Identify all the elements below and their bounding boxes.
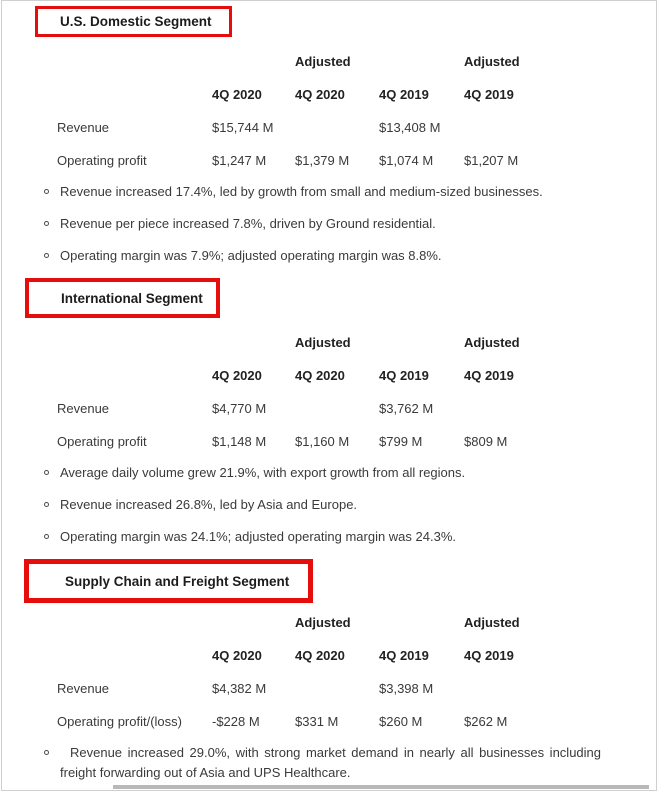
table-row: Adjusted Adjusted [57, 45, 559, 78]
bullet-text: Operating margin was 7.9%; adjusted oper… [60, 248, 442, 263]
bullet-text: Revenue increased 26.8%, led by Asia and… [60, 497, 358, 512]
cell-value: $262 M [464, 714, 508, 729]
cell-value: $1,247 M [212, 153, 267, 168]
cell-value: -$228 M [212, 714, 260, 729]
cell-value [464, 392, 559, 425]
cell-value: $331 M [295, 714, 339, 729]
segment-title: Supply Chain and Freight Segment [65, 573, 290, 589]
bullet-circle-icon [44, 470, 49, 475]
row-label: Operating profit [57, 153, 147, 168]
bullet-list: Revenue increased 17.4%, led by growth f… [2, 182, 656, 266]
cell-value: $1,074 M [379, 153, 434, 168]
cell-value: $1,379 M [295, 153, 350, 168]
col-header-quarter: 4Q 2019 [379, 368, 429, 383]
bullet-item: Average daily volume grew 21.9%, with ex… [44, 463, 601, 483]
bullet-item: Revenue per piece increased 7.8%, driven… [44, 214, 601, 234]
cutoff-next-element-edge [113, 785, 649, 789]
col-header-quarter: 4Q 2019 [464, 368, 514, 383]
cell-value: $15,744 M [212, 120, 274, 135]
table-row: Adjusted Adjusted [57, 326, 559, 359]
row-label: Revenue [57, 120, 110, 135]
financial-table: Adjusted Adjusted 4Q 2020 4Q 2020 4Q 201… [57, 326, 559, 458]
table-row: Revenue $4,770 M $3,762 M [57, 392, 559, 425]
col-header-adjusted: Adjusted [295, 335, 351, 350]
col-header-adjusted: Adjusted [295, 615, 351, 630]
cell-value: $809 M [464, 434, 508, 449]
cell-value: $1,160 M [295, 434, 350, 449]
table-row: 4Q 2020 4Q 2020 4Q 2019 4Q 2019 [57, 359, 559, 392]
bullet-item: Revenue increased 26.8%, led by Asia and… [44, 495, 601, 515]
row-label: Operating profit [57, 434, 147, 449]
segment-title-box: International Segment [25, 278, 220, 318]
table-row: Revenue $15,744 M $13,408 M [57, 111, 559, 144]
bullet-text: Revenue per piece increased 7.8%, driven… [60, 216, 436, 231]
bullet-item: Revenue increased 29.0%, with strong mar… [44, 743, 601, 783]
table-row: Adjusted Adjusted [57, 606, 559, 639]
cell-value [295, 111, 379, 144]
cell-value [464, 672, 559, 705]
row-label: Revenue [57, 401, 110, 416]
cell-value [295, 392, 379, 425]
col-header-adjusted: Adjusted [464, 615, 520, 630]
col-header-adjusted: Adjusted [295, 54, 351, 69]
segment-title: International Segment [61, 290, 203, 306]
cell-value: $1,207 M [464, 153, 519, 168]
col-header-quarter: 4Q 2020 [212, 87, 262, 102]
col-header-quarter: 4Q 2020 [212, 368, 262, 383]
segment-section-supply-chain: Supply Chain and Freight Segment Adjuste… [2, 559, 656, 790]
segment-section-us-domestic: U.S. Domestic Segment Adjusted Adjusted … [2, 6, 656, 266]
bullet-text: Revenue increased 17.4%, led by growth f… [60, 184, 543, 199]
segment-title-box: U.S. Domestic Segment [35, 6, 232, 37]
bullet-text: Operating margin was 24.1%; adjusted ope… [60, 529, 456, 544]
row-label: Revenue [57, 681, 110, 696]
cell-value: $4,382 M [212, 681, 267, 696]
cell-value [464, 111, 559, 144]
bullet-item: Operating margin was 24.1%; adjusted ope… [44, 527, 601, 547]
cell-value: $1,148 M [212, 434, 267, 449]
col-header-adjusted: Adjusted [464, 335, 520, 350]
cell-value: $13,408 M [379, 120, 441, 135]
col-header-quarter: 4Q 2020 [212, 648, 262, 663]
financial-table: Adjusted Adjusted 4Q 2020 4Q 2020 4Q 201… [57, 45, 559, 177]
table-row: 4Q 2020 4Q 2020 4Q 2019 4Q 2019 [57, 78, 559, 111]
cell-value: $3,398 M [379, 681, 434, 696]
col-header-quarter: 4Q 2019 [464, 648, 514, 663]
segment-title: U.S. Domestic Segment [60, 14, 212, 29]
col-header-quarter: 4Q 2019 [464, 87, 514, 102]
table-row: Operating profit/(loss) -$228 M $331 M $… [57, 705, 559, 738]
col-header-quarter: 4Q 2019 [379, 648, 429, 663]
bullet-list: Average daily volume grew 21.9%, with ex… [2, 463, 656, 547]
financial-table: Adjusted Adjusted 4Q 2020 4Q 2020 4Q 201… [57, 606, 559, 738]
bullet-circle-icon [44, 253, 49, 258]
col-header-quarter: 4Q 2020 [295, 648, 345, 663]
bullet-text: Average daily volume grew 21.9%, with ex… [60, 465, 466, 480]
col-header-quarter: 4Q 2020 [295, 87, 345, 102]
col-header-quarter: 4Q 2019 [379, 87, 429, 102]
bullet-circle-icon [44, 221, 49, 226]
segment-title-box: Supply Chain and Freight Segment [24, 559, 313, 603]
table-row: Revenue $4,382 M $3,398 M [57, 672, 559, 705]
table-row: 4Q 2020 4Q 2020 4Q 2019 4Q 2019 [57, 639, 559, 672]
cell-value: $3,762 M [379, 401, 434, 416]
table-row: Operating profit $1,148 M $1,160 M $799 … [57, 425, 559, 458]
cell-value: $799 M [379, 434, 423, 449]
bullet-item: Revenue increased 17.4%, led by growth f… [44, 182, 601, 202]
bullet-circle-icon [44, 189, 49, 194]
row-label: Operating profit/(loss) [57, 714, 182, 729]
bullet-circle-icon [44, 534, 49, 539]
col-header-quarter: 4Q 2020 [295, 368, 345, 383]
segment-section-international: International Segment Adjusted Adjusted … [2, 278, 656, 547]
cell-value: $4,770 M [212, 401, 267, 416]
bullet-list: Revenue increased 29.0%, with strong mar… [2, 743, 656, 790]
cell-value [295, 672, 379, 705]
bullet-text: Revenue increased 29.0%, with strong mar… [60, 745, 601, 780]
col-header-adjusted: Adjusted [464, 54, 520, 69]
cell-value: $260 M [379, 714, 423, 729]
bullet-item: Operating margin was 7.9%; adjusted oper… [44, 246, 601, 266]
bullet-circle-icon [44, 750, 49, 755]
table-row: Operating profit $1,247 M $1,379 M $1,07… [57, 144, 559, 177]
bullet-circle-icon [44, 502, 49, 507]
